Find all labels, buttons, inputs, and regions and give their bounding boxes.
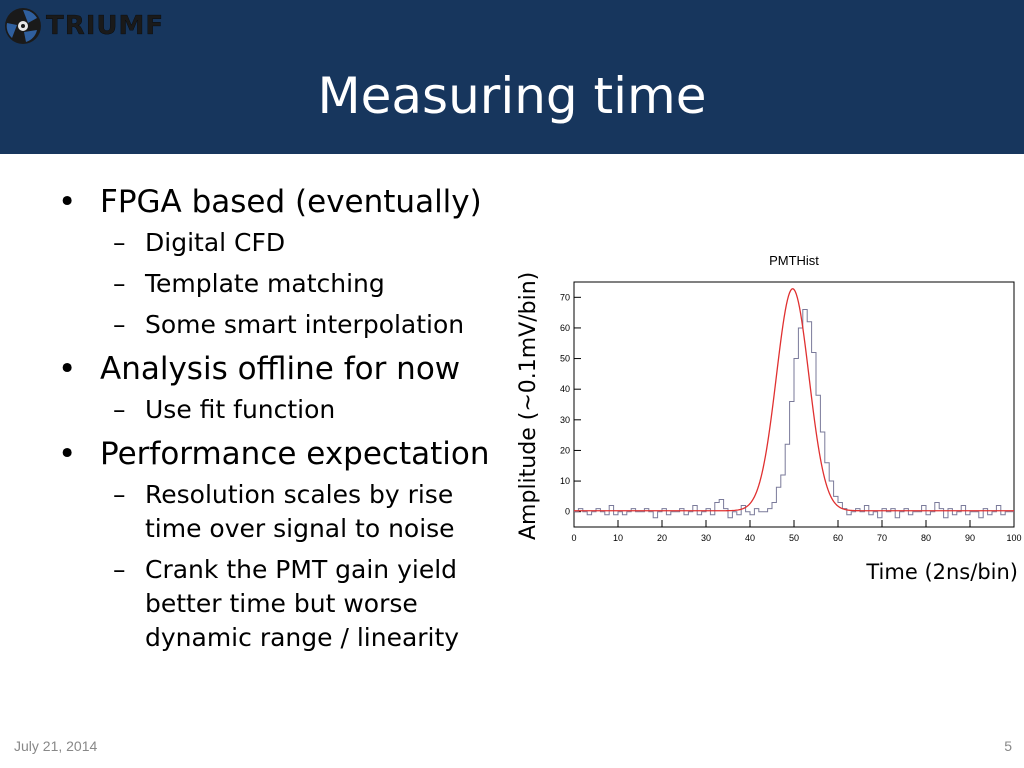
bullet-list: FPGA based (eventually) Digital CFD Temp… [58, 182, 498, 662]
y-tick-label: 0 [565, 507, 570, 517]
x-tick-label: 20 [657, 533, 667, 543]
x-tick-label: 30 [701, 533, 711, 543]
y-tick-label: 50 [560, 354, 570, 364]
y-tick-label: 60 [560, 323, 570, 333]
y-tick-label: 30 [560, 415, 570, 425]
bullet-fpga: FPGA based (eventually) [58, 182, 498, 222]
triumf-logo-icon [5, 8, 41, 44]
x-tick-label: 80 [921, 533, 931, 543]
title-banner: TRIUMF Measuring time [0, 0, 1024, 154]
x-tick-label: 60 [833, 533, 843, 543]
y-tick-label: 10 [560, 476, 570, 486]
plot-frame [573, 281, 1015, 528]
gaussian-fit-series [574, 288, 1014, 512]
bullet-performance: Performance expectation [58, 434, 498, 474]
x-tick-label: 40 [745, 533, 755, 543]
logo-text: TRIUMF [46, 11, 165, 41]
page-number: 5 [1004, 738, 1012, 754]
footer-date: July 21, 2014 [14, 738, 98, 754]
sub-bullet-resolution: Resolution scales by rise time over sign… [58, 478, 498, 546]
slide-title: Measuring time [317, 67, 707, 125]
x-tick-label: 50 [789, 533, 799, 543]
y-tick-label: 40 [560, 384, 570, 394]
histogram-series [574, 309, 1014, 519]
triumf-logo: TRIUMF [2, 6, 164, 46]
sub-bullet-template: Template matching [58, 267, 498, 301]
sub-bullet-fit: Use fit function [58, 393, 498, 427]
y-tick-label: 70 [560, 292, 570, 302]
y-tick-label: 20 [560, 445, 570, 455]
sub-bullet-gain: Crank the PMT gain yield better time but… [58, 553, 498, 655]
bullet-analysis: Analysis offline for now [58, 349, 498, 389]
y-axis-label: Amplitude (~0.1mV/bin) [516, 271, 541, 540]
x-tick-label: 100 [1006, 533, 1021, 543]
sub-bullet-cfd: Digital CFD [58, 226, 498, 260]
x-axis-label: Time (2ns/bin) [866, 560, 1018, 584]
x-tick-label: 90 [965, 533, 975, 543]
x-tick-label: 70 [877, 533, 887, 543]
pmt-histogram-chart: PMTHist 0 10 20 30 40 50 60 70 80 90 100 0 10 20 30 40 5… [560, 253, 1022, 543]
chart-title: PMTHist [769, 253, 819, 268]
sub-bullet-interpolation: Some smart interpolation [58, 308, 498, 342]
x-tick-label: 0 [571, 533, 576, 543]
x-tick-label: 10 [613, 533, 623, 543]
